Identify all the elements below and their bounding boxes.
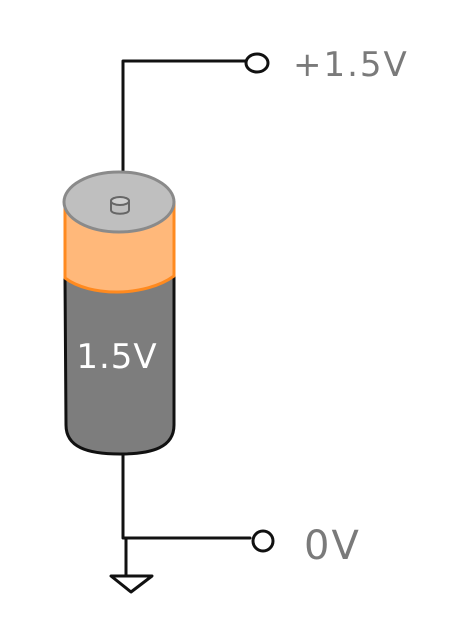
ground-terminal-label: 0V xyxy=(304,523,361,569)
battery-label: 1.5V xyxy=(76,337,157,377)
ground-terminal-icon xyxy=(251,529,275,553)
positive-wire xyxy=(121,59,248,197)
ground-symbol-icon xyxy=(109,574,154,594)
positive-terminal-label: +1.5V xyxy=(293,45,409,85)
ground-wire xyxy=(121,452,252,540)
positive-terminal-icon xyxy=(244,52,270,74)
battery-positive-nub-top xyxy=(110,196,130,206)
